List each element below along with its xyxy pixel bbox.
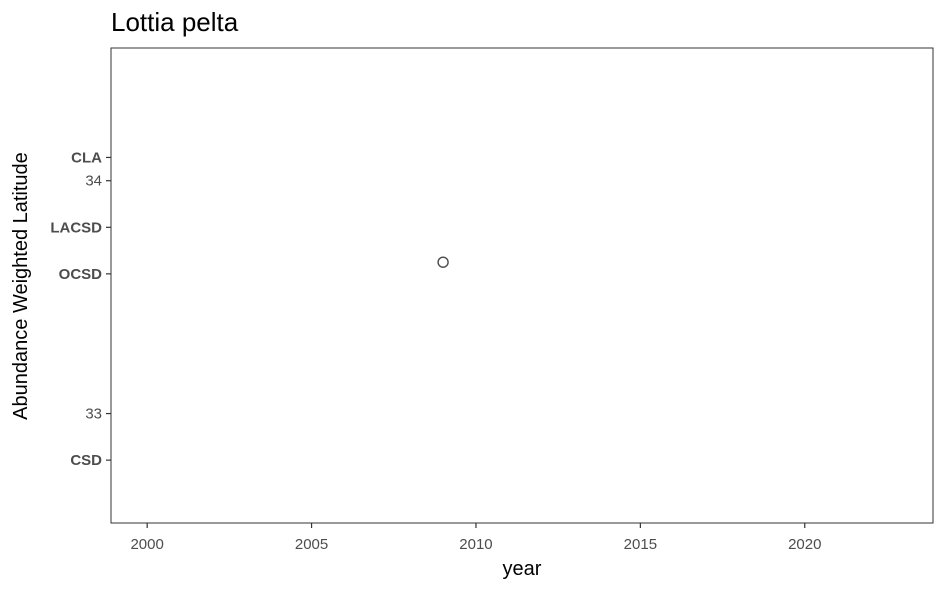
y-reference-label: LACSD: [50, 219, 102, 236]
x-tick-label: 2015: [624, 536, 657, 553]
x-tick-label: 2010: [459, 536, 492, 553]
data-point: [437, 256, 449, 268]
x-axis-title: year: [503, 558, 542, 580]
y-axis: 33 34 CLA LACSD OCSD CSD: [50, 149, 111, 469]
y-tick-label: 33: [85, 406, 102, 423]
data-points: [437, 256, 449, 268]
y-tick-label: 34: [85, 173, 102, 190]
y-reference-label: CLA: [71, 149, 102, 166]
y-reference-label: OCSD: [59, 266, 103, 283]
chart-title: Lottia pelta: [111, 7, 239, 37]
y-reference-label: CSD: [70, 452, 102, 469]
x-tick-label: 2020: [788, 536, 821, 553]
x-tick-label: 2005: [295, 536, 328, 553]
plot-panel: [110, 47, 934, 524]
x-tick-label: 2000: [130, 536, 163, 553]
y-axis-title: Abundance Weighted Latitude: [10, 152, 32, 420]
x-axis: 2000 2005 2010 2015 2020: [130, 523, 821, 553]
